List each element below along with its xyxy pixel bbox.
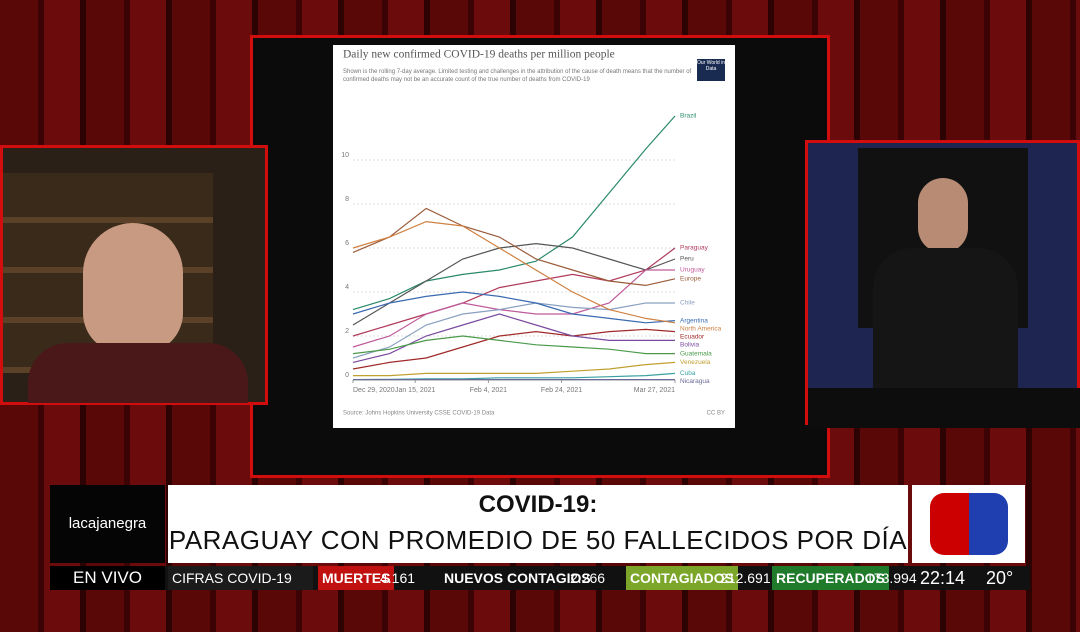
legend-label: Paraguay bbox=[680, 245, 709, 252]
host-head bbox=[918, 178, 968, 253]
x-tick-label: Feb 24, 2021 bbox=[541, 387, 582, 394]
temperature: 20° bbox=[986, 568, 1014, 588]
y-tick-label: 8 bbox=[345, 196, 349, 203]
guest-head bbox=[83, 223, 183, 353]
chart-license: CC BY bbox=[707, 411, 725, 417]
legend-label: Ecuador bbox=[680, 333, 705, 340]
chart-background bbox=[333, 45, 735, 428]
chart-source: Source: Johns Hopkins University CSSE CO… bbox=[343, 411, 495, 417]
owid-logo bbox=[697, 59, 725, 81]
legend-label: Chile bbox=[680, 300, 695, 307]
x-tick-label: Dec 29, 2020 bbox=[353, 387, 395, 394]
show-logo: lacajanegra bbox=[50, 485, 165, 563]
series-line bbox=[352, 269, 675, 348]
series-line bbox=[352, 115, 676, 311]
y-tick-label: 2 bbox=[345, 328, 349, 335]
chart-title: Daily new confirmed COVID-19 deaths per … bbox=[343, 49, 615, 61]
legend-label: Nicaragua bbox=[680, 378, 710, 385]
channel-logo-mark bbox=[930, 493, 1008, 555]
series-line bbox=[352, 302, 675, 359]
live-label: EN VIVO bbox=[50, 566, 165, 590]
x-tick-label: Mar 27, 2021 bbox=[634, 387, 675, 394]
legend-label: Argentina bbox=[680, 317, 708, 324]
host-video bbox=[805, 140, 1080, 428]
legend-label: Cuba bbox=[680, 370, 696, 377]
x-tick-label: Feb 4, 2021 bbox=[470, 387, 507, 394]
stat-value: 212.691 bbox=[720, 570, 771, 586]
desk bbox=[808, 388, 1080, 428]
x-tick-label: Jan 15, 2021 bbox=[395, 387, 436, 394]
headline-banner: COVID-19: PARAGUAY CON PROMEDIO DE 50 FA… bbox=[168, 485, 908, 563]
y-tick-label: 10 bbox=[341, 152, 349, 159]
chart-subtitle-box: Shown is the rolling 7-day average. Limi… bbox=[343, 69, 692, 83]
legend-label: Venezuela bbox=[680, 359, 711, 366]
series-line bbox=[353, 361, 676, 377]
legend-label: Uruguay bbox=[680, 267, 705, 274]
y-tick-label: 4 bbox=[345, 284, 349, 291]
y-tick-label: 0 bbox=[345, 372, 349, 379]
stat-label: NUEVOS CONTAGIOS bbox=[444, 570, 591, 586]
stat-value: 4.161 bbox=[380, 570, 416, 586]
series-line bbox=[352, 207, 676, 287]
series-line bbox=[352, 242, 676, 326]
legend-label: Guatemala bbox=[680, 350, 712, 357]
owid-logo-box: Our World in Data bbox=[697, 60, 725, 72]
guest-body bbox=[28, 343, 248, 403]
legend-label: Brazil bbox=[680, 113, 697, 120]
headline: PARAGUAY CON PROMEDIO DE 50 FALLECIDOS P… bbox=[168, 525, 908, 555]
stat-value: 2.266 bbox=[570, 570, 606, 586]
stat-label: RECUPERADOS bbox=[772, 566, 889, 590]
legend-label: Peru bbox=[680, 256, 694, 263]
stat-value: 173.994 bbox=[866, 570, 917, 586]
series-line bbox=[352, 328, 676, 370]
y-tick-label: 6 bbox=[345, 240, 349, 247]
series-line bbox=[352, 247, 676, 337]
stat-label: MUERTES bbox=[318, 566, 395, 590]
series-line bbox=[352, 291, 676, 324]
legend-label: Bolivia bbox=[680, 341, 700, 348]
host-body bbox=[873, 248, 1018, 388]
owid-logo-text: Our World in Data bbox=[697, 60, 725, 72]
channel-logo bbox=[912, 485, 1025, 563]
legend-label: North America bbox=[680, 325, 722, 332]
chart-subtitle: Shown is the rolling 7-day average. Limi… bbox=[343, 69, 692, 83]
series-line bbox=[352, 220, 676, 324]
ticker-label: CIFRAS COVID-19 bbox=[168, 566, 313, 590]
stat-label: CONTAGIADOS bbox=[626, 566, 738, 590]
headline-kicker: COVID-19: bbox=[478, 491, 598, 518]
chart-panel: Daily new confirmed COVID-19 deaths per … bbox=[333, 45, 735, 428]
series-line bbox=[352, 335, 675, 355]
clock: 22:14 bbox=[920, 568, 966, 588]
guest-video bbox=[0, 145, 268, 405]
legend-label: Europe bbox=[680, 276, 701, 283]
